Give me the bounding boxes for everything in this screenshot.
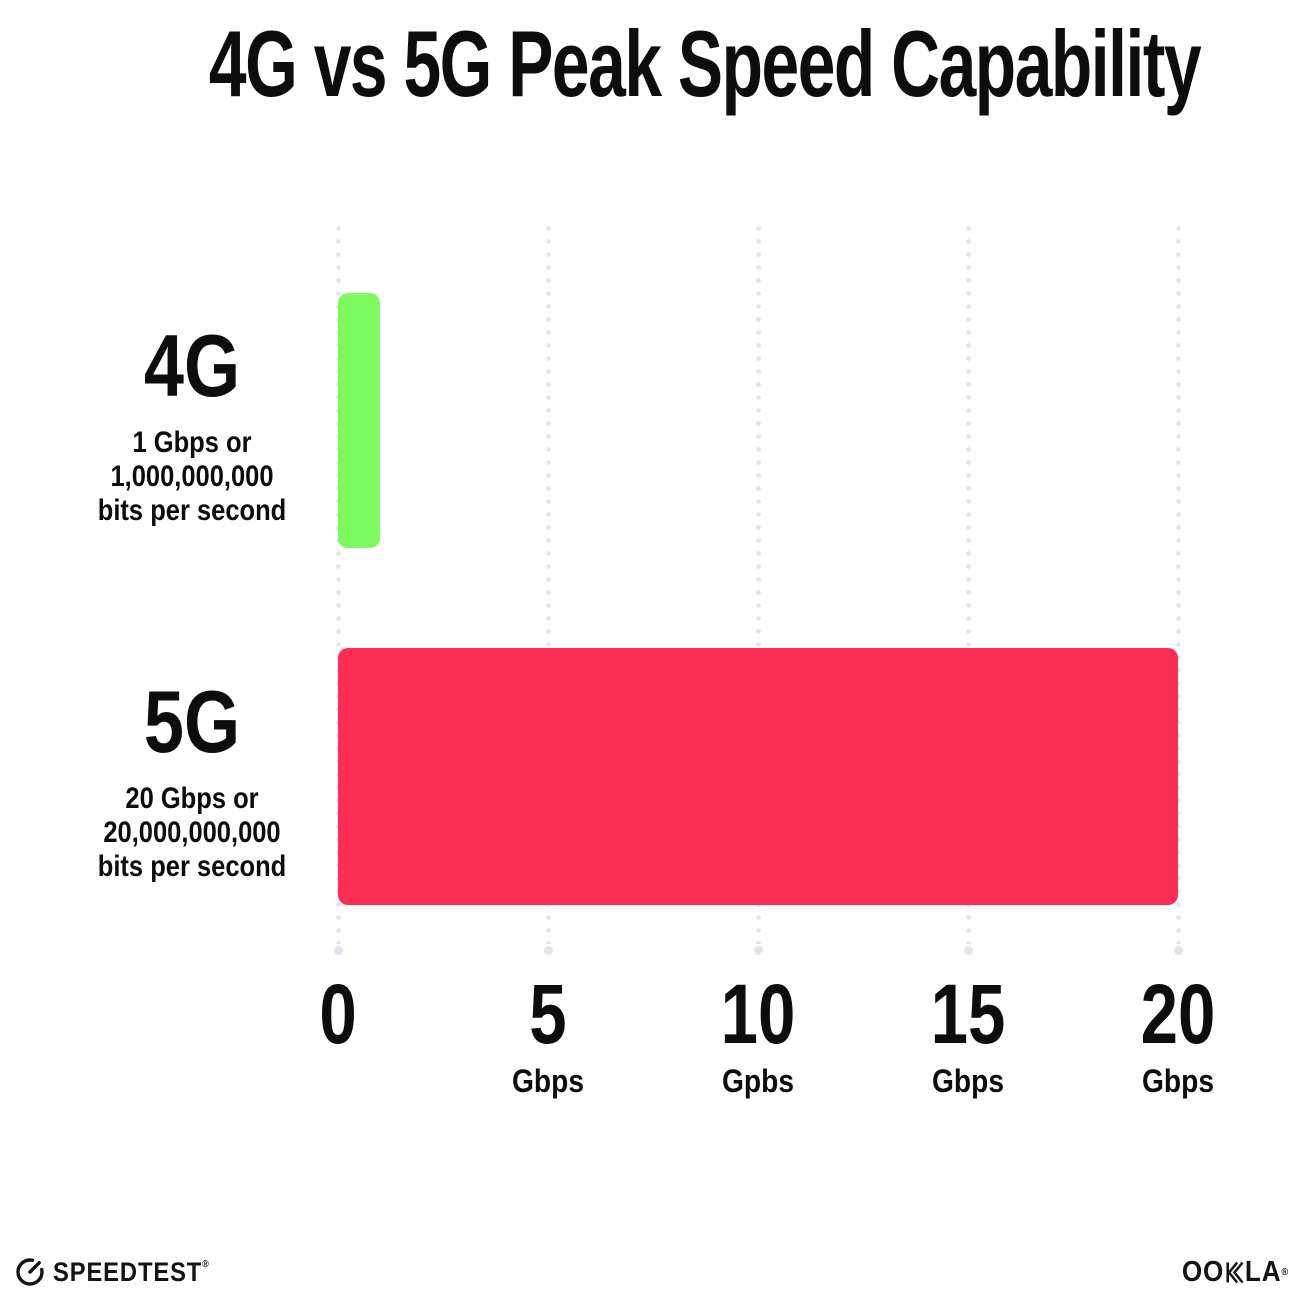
bar-sublabel-4g-line3: bits per second	[97, 494, 287, 527]
bar-sublabel-5g-line3: bits per second	[97, 850, 287, 883]
ookla-k-icon	[1226, 1261, 1244, 1283]
grid-tick-dot-5	[543, 946, 553, 955]
bar-label-block-4g: 4G 1 Gbps or 1,000,000,000 bits per seco…	[32, 322, 352, 528]
bar-sublabel-5g-line1: 20 Gbps or	[125, 782, 259, 815]
x-tick-number-10: 10	[720, 967, 796, 1061]
bar-sublabel-4g-line1: 1 Gbps or	[132, 426, 252, 459]
bar-sublabel-5g: 20 Gbps or 20,000,000,000 bits per secon…	[56, 782, 328, 884]
ookla-wordmark: OO LA ®	[1182, 1256, 1288, 1289]
bar-5g	[338, 648, 1178, 905]
x-tick-0: 0	[315, 972, 362, 1056]
x-tick-number-0: 0	[319, 967, 357, 1061]
x-tick-20: 20 Gbps	[1131, 972, 1224, 1099]
x-tick-unit-20: Gbps	[1142, 1063, 1214, 1099]
grid-tick-dot-10	[753, 946, 763, 955]
ookla-wordmark-la: LA	[1244, 1255, 1282, 1288]
grid-tick-dot-0	[333, 946, 343, 955]
chart-title: 4G vs 5G Peak Speed Capability	[208, 11, 1202, 116]
x-tick-number-15: 15	[930, 967, 1006, 1061]
bar-label-block-5g: 5G 20 Gbps or 20,000,000,000 bits per se…	[32, 678, 352, 884]
ookla-wordmark-oo: OO	[1181, 1255, 1225, 1288]
bar-sublabel-4g-line2: 1,000,000,000	[110, 460, 274, 493]
footer: SPEEDTEST® OO LA ®	[0, 1248, 1308, 1296]
x-tick-5: 5 Gbps	[507, 972, 589, 1099]
bar-label-4g: 4G	[143, 316, 241, 415]
speedtest-wordmark-text: SPEEDTEST	[53, 1256, 203, 1287]
gridline-15	[965, 222, 971, 944]
bar-sublabel-5g-line2: 20,000,000,000	[103, 816, 281, 849]
gridline-10	[755, 222, 761, 944]
gridline-20	[1175, 222, 1181, 944]
bar-label-5g: 5G	[143, 672, 241, 771]
x-tick-number-5: 5	[529, 967, 567, 1061]
gridline-0	[335, 222, 341, 944]
x-tick-unit-15: Gbps	[932, 1063, 1004, 1099]
ookla-logo: OO LA ®	[1170, 1256, 1288, 1289]
speedtest-trademark-mark: ®	[202, 1258, 209, 1270]
ookla-trademark-mark: ®	[1281, 1266, 1288, 1278]
x-tick-unit-10: Gpbs	[722, 1063, 794, 1099]
x-tick-unit-5: Gbps	[512, 1063, 584, 1099]
grid-tick-dot-20	[1173, 946, 1183, 955]
bar-4g	[338, 293, 380, 548]
speedtest-logo: SPEEDTEST®	[14, 1256, 230, 1288]
bar-sublabel-4g: 1 Gbps or 1,000,000,000 bits per second	[56, 426, 328, 528]
x-tick-15: 15 Gbps	[921, 972, 1014, 1099]
x-tick-number-20: 20	[1140, 967, 1216, 1061]
speedtest-gauge-icon	[16, 1258, 44, 1286]
x-tick-10: 10 Gpbs	[711, 972, 804, 1099]
speedtest-wordmark: SPEEDTEST®	[53, 1257, 209, 1288]
grid-tick-dot-15	[963, 946, 973, 955]
gridline-5	[545, 222, 551, 944]
